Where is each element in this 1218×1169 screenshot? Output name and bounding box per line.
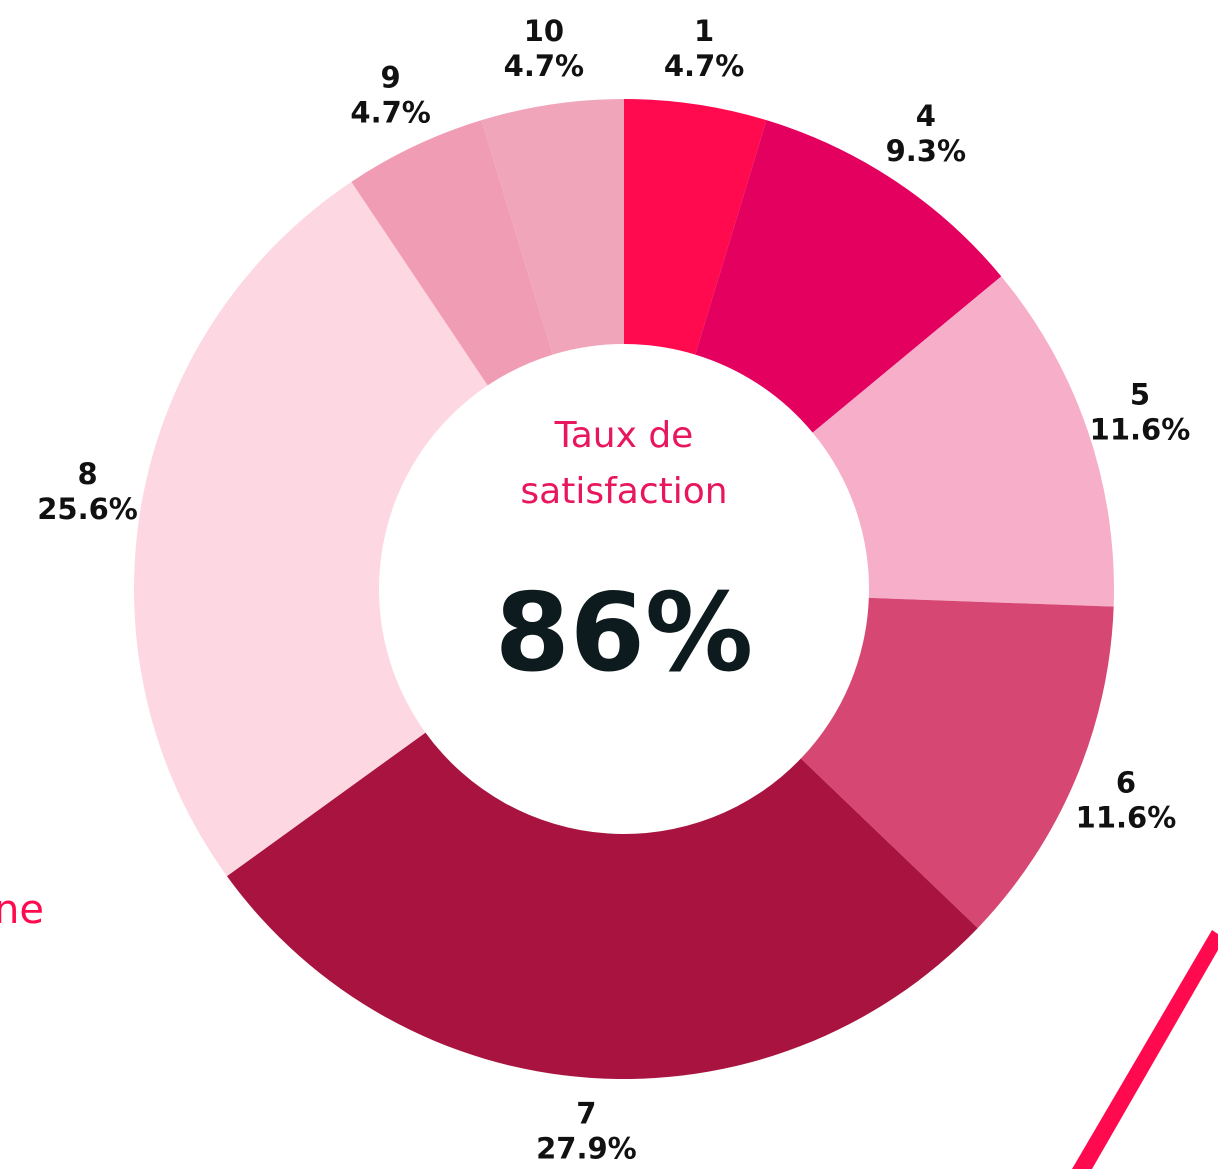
slice-category: 5 xyxy=(1130,377,1150,411)
slice-value-label: 4.7% xyxy=(504,49,584,83)
slice xyxy=(134,181,488,877)
slice-value-label: 4.7% xyxy=(350,95,430,129)
slice-category: 6 xyxy=(1116,765,1136,799)
slice xyxy=(226,732,978,1079)
slice-category: 4 xyxy=(916,99,936,133)
slice-value-label: 11.6% xyxy=(1090,412,1191,446)
center-label: Taux de xyxy=(554,415,694,456)
slice-category: 7 xyxy=(576,1097,596,1131)
slice-value-label: 11.6% xyxy=(1076,800,1177,834)
center-label: satisfaction xyxy=(520,471,727,512)
slice-value-label: 27.9% xyxy=(536,1132,637,1166)
slice-value-label: 25.6% xyxy=(37,492,138,526)
slice-value-label: 9.3% xyxy=(886,134,966,168)
slice xyxy=(695,120,1002,433)
slices xyxy=(134,99,1114,1079)
slice-category: 10 xyxy=(524,14,564,48)
center-value: 86% xyxy=(495,571,754,696)
slice xyxy=(481,99,624,355)
slice xyxy=(624,99,767,355)
slice-category: 8 xyxy=(77,457,97,491)
slice xyxy=(351,120,553,386)
slice-value-label: 4.7% xyxy=(664,49,744,83)
decor-stroke xyxy=(1072,930,1218,1169)
slice xyxy=(812,276,1114,607)
slice-category: 9 xyxy=(381,60,401,94)
slice-category: 1 xyxy=(694,14,714,48)
side-text: ne xyxy=(0,887,44,933)
slice xyxy=(800,597,1114,929)
